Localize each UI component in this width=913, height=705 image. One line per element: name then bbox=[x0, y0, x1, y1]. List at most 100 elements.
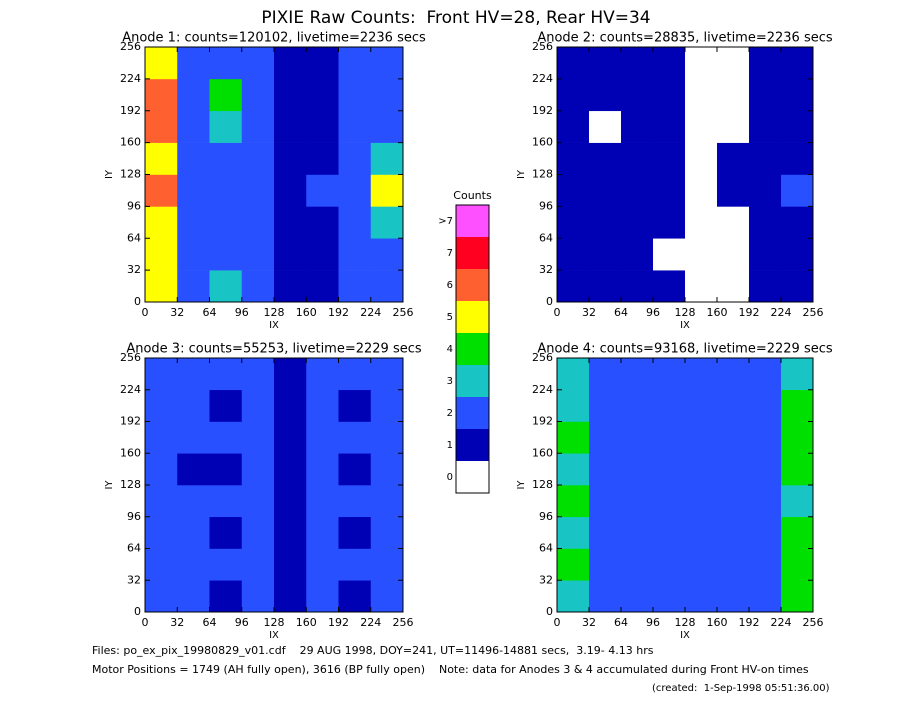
heatmap-cell bbox=[338, 78, 372, 112]
heatmap-cell bbox=[781, 238, 814, 271]
colorbar-label: 0 bbox=[447, 472, 453, 483]
y-tick-label: 64 bbox=[127, 231, 141, 244]
heatmap-cell bbox=[177, 238, 210, 271]
heatmap-cell bbox=[589, 78, 622, 112]
x-tick-label: 192 bbox=[328, 616, 349, 629]
heatmap-cell bbox=[685, 47, 718, 80]
heatmap-cell bbox=[338, 389, 372, 422]
heatmap-cell bbox=[621, 47, 654, 80]
x-tick-label: 64 bbox=[203, 616, 217, 629]
heatmap-cell bbox=[306, 270, 339, 303]
heatmap-cell bbox=[370, 516, 404, 549]
y-tick-label: 32 bbox=[127, 573, 141, 586]
y-tick-label: 64 bbox=[127, 542, 141, 555]
y-axis-label: IY bbox=[104, 169, 115, 179]
heatmap-cell bbox=[338, 206, 372, 239]
heatmap-cell bbox=[145, 78, 178, 112]
heatmap-cell bbox=[557, 421, 590, 454]
heatmap-cell bbox=[241, 453, 275, 486]
colorbar-cell bbox=[456, 269, 489, 301]
heatmap-cell bbox=[589, 206, 622, 239]
heatmap-cell bbox=[653, 485, 686, 518]
note: Files: po_ex_pix_19980829_v01.cdf 29 AUG… bbox=[92, 644, 654, 657]
y-tick-label: 160 bbox=[532, 446, 553, 459]
heatmap-cell bbox=[306, 421, 339, 454]
heatmap-cell bbox=[685, 453, 718, 486]
colorbar-title: Counts bbox=[453, 189, 492, 202]
heatmap-cell bbox=[338, 453, 372, 486]
x-tick-label: 0 bbox=[554, 306, 561, 319]
y-tick-label: 128 bbox=[120, 168, 141, 181]
heatmap-cell bbox=[306, 110, 339, 143]
x-tick-label: 128 bbox=[264, 306, 285, 319]
heatmap-cell bbox=[749, 174, 782, 207]
y-tick-label: 96 bbox=[127, 510, 141, 523]
heatmap-cell bbox=[338, 516, 372, 549]
x-tick-label: 192 bbox=[739, 306, 760, 319]
x-tick-label: 192 bbox=[739, 616, 760, 629]
y-tick-label: 128 bbox=[532, 478, 553, 491]
heatmap-cell bbox=[306, 580, 339, 613]
heatmap-cell bbox=[274, 110, 307, 143]
heatmap-cell bbox=[589, 485, 622, 518]
y-tick-label: 160 bbox=[120, 136, 141, 149]
heatmap-cell bbox=[589, 421, 622, 454]
plot-title: Anode 1: counts=120102, livetime=2236 se… bbox=[122, 31, 426, 46]
colorbar-cell bbox=[456, 461, 489, 493]
heatmap-cell bbox=[621, 238, 654, 271]
heatmap-cell bbox=[717, 580, 750, 613]
heatmap-cell bbox=[781, 358, 814, 391]
heatmap-cell bbox=[621, 580, 654, 613]
heatmap-cell bbox=[749, 485, 782, 518]
heatmap-cell bbox=[749, 516, 782, 549]
heatmap-cell bbox=[653, 580, 686, 613]
heatmap-cell bbox=[370, 238, 404, 271]
heatmap-cell bbox=[241, 206, 275, 239]
heatmap-cell bbox=[241, 516, 275, 549]
heatmap-cell bbox=[685, 421, 718, 454]
heatmap-cell bbox=[177, 421, 210, 454]
heatmap-cell bbox=[274, 270, 307, 303]
heatmap-cell bbox=[781, 270, 814, 303]
x-tick-label: 160 bbox=[296, 306, 317, 319]
y-tick-label: 256 bbox=[532, 40, 553, 53]
heatmap-cell bbox=[685, 516, 718, 549]
heatmap-cell bbox=[274, 389, 307, 422]
heatmap-cell bbox=[209, 453, 243, 486]
heatmap-cell bbox=[370, 47, 404, 80]
heatmap-cell bbox=[370, 358, 404, 391]
heatmap-cell bbox=[241, 580, 275, 613]
heatmap-cell bbox=[145, 110, 178, 143]
heatmap-cell bbox=[241, 142, 275, 175]
heatmap-cell bbox=[685, 485, 718, 518]
heatmap-cell bbox=[717, 174, 750, 207]
heatmap-cell bbox=[717, 78, 750, 112]
heatmap-cell bbox=[557, 174, 590, 207]
heatmap-cell bbox=[685, 580, 718, 613]
heatmap-cell bbox=[370, 110, 404, 143]
heatmap-cell bbox=[781, 485, 814, 518]
heatmap-cell bbox=[653, 516, 686, 549]
heatmap-cell bbox=[653, 453, 686, 486]
heatmap-cell bbox=[145, 389, 178, 422]
plot-title: Anode 3: counts=55253, livetime=2229 sec… bbox=[126, 342, 422, 357]
heatmap-cell bbox=[370, 142, 404, 175]
heatmap-cell bbox=[274, 453, 307, 486]
heatmap-cell bbox=[781, 389, 814, 422]
x-tick-label: 192 bbox=[328, 306, 349, 319]
heatmap-cell bbox=[274, 47, 307, 80]
y-tick-label: 224 bbox=[532, 72, 553, 85]
x-tick-label: 256 bbox=[803, 616, 824, 629]
heatmap-cell bbox=[241, 358, 275, 391]
heatmap-cell bbox=[274, 580, 307, 613]
heatmap-cell bbox=[653, 548, 686, 581]
y-tick-label: 0 bbox=[134, 605, 141, 618]
heatmap-cell bbox=[241, 485, 275, 518]
heatmap-cell bbox=[145, 238, 178, 271]
y-tick-label: 160 bbox=[120, 446, 141, 459]
heatmap-cell bbox=[749, 270, 782, 303]
heatmap-cell bbox=[306, 174, 339, 207]
heatmap-cell bbox=[370, 174, 404, 207]
heatmap-cell bbox=[557, 206, 590, 239]
heatmap-cell bbox=[209, 238, 243, 271]
